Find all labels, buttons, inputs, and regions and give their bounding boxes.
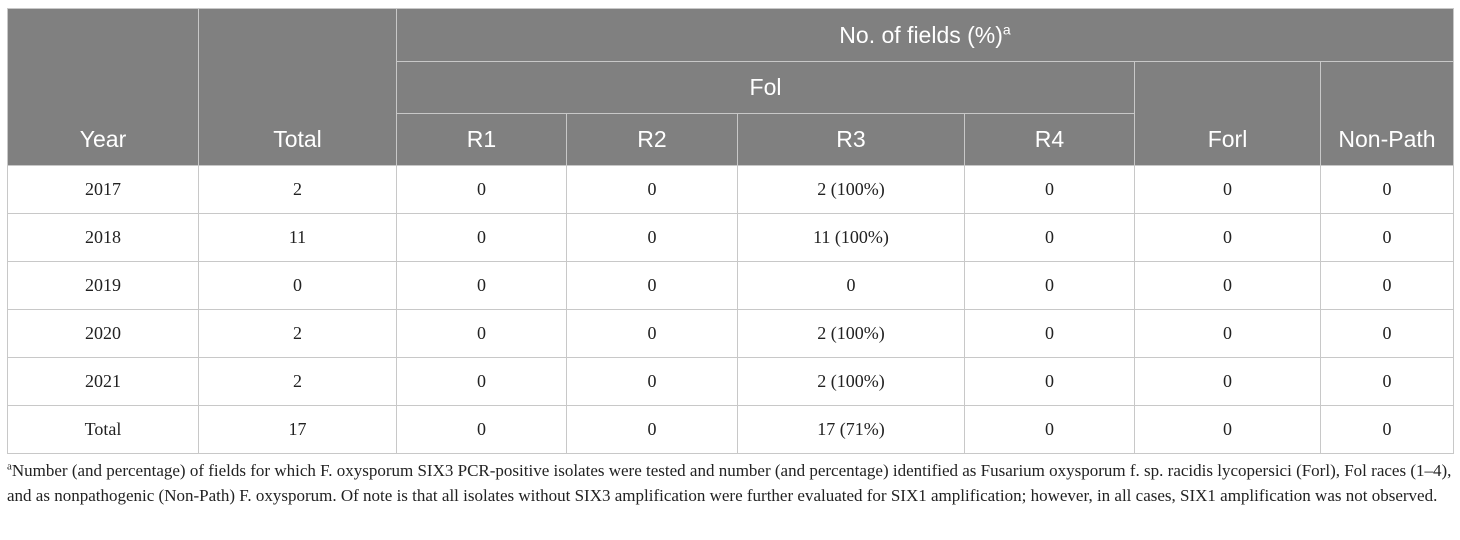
cell-total: 2 [198, 165, 397, 214]
table-row: 2020 2 0 0 2 (100%) 0 0 0 [7, 309, 1454, 358]
cell-total: 2 [198, 309, 397, 358]
cell-year: 2018 [7, 213, 199, 262]
cell-r4: 0 [964, 309, 1135, 358]
cell-forl: 0 [1134, 309, 1321, 358]
cell-r1: 0 [396, 357, 567, 406]
cell-r4: 0 [964, 405, 1135, 454]
cell-nonpath: 0 [1320, 165, 1454, 214]
cell-nonpath: 0 [1320, 309, 1454, 358]
table-row: 2021 2 0 0 2 (100%) 0 0 0 [7, 357, 1454, 406]
cell-year: 2021 [7, 357, 199, 406]
cell-total: 17 [198, 405, 397, 454]
table-row: 2019 0 0 0 0 0 0 0 [7, 261, 1454, 310]
cell-r3: 17 (71%) [737, 405, 965, 454]
cell-year: 2017 [7, 165, 199, 214]
cell-r3: 2 (100%) [737, 309, 965, 358]
header-footnote-marker: a [1002, 20, 1011, 37]
cell-r4: 0 [964, 165, 1135, 214]
cell-forl: 0 [1134, 357, 1321, 406]
header-fields-group-label: No. of fields (%) [839, 21, 1003, 48]
cell-year: 2020 [7, 309, 199, 358]
header-r2: R2 [566, 113, 738, 166]
header-forl: Forl [1134, 61, 1321, 166]
header-r3: R3 [737, 113, 965, 166]
cell-r1: 0 [396, 405, 567, 454]
table-row: 2018 11 0 0 11 (100%) 0 0 0 [7, 213, 1454, 262]
cell-nonpath: 0 [1320, 213, 1454, 262]
header-r1: R1 [396, 113, 567, 166]
cell-r4: 0 [964, 357, 1135, 406]
cell-year: 2019 [7, 261, 199, 310]
cell-nonpath: 0 [1320, 405, 1454, 454]
cell-r2: 0 [566, 261, 738, 310]
cell-total: 2 [198, 357, 397, 406]
cell-r2: 0 [566, 405, 738, 454]
cell-r1: 0 [396, 165, 567, 214]
cell-r2: 0 [566, 309, 738, 358]
table-footnote: aNumber (and percentage) of fields for w… [7, 459, 1453, 508]
table-row-total: Total 17 0 0 17 (71%) 0 0 0 [7, 405, 1454, 454]
cell-r1: 0 [396, 309, 567, 358]
cell-forl: 0 [1134, 261, 1321, 310]
cell-r1: 0 [396, 213, 567, 262]
cell-nonpath: 0 [1320, 261, 1454, 310]
cell-r3: 2 (100%) [737, 165, 965, 214]
header-year: Year [7, 8, 199, 166]
footnote-marker: a [7, 460, 12, 473]
table-row: 2017 2 0 0 2 (100%) 0 0 0 [7, 165, 1454, 214]
cell-nonpath: 0 [1320, 357, 1454, 406]
header-total: Total [198, 8, 397, 166]
cell-year: Total [7, 405, 199, 454]
cell-r2: 0 [566, 213, 738, 262]
header-nonpath: Non-Path [1320, 61, 1454, 166]
cell-forl: 0 [1134, 213, 1321, 262]
cell-forl: 0 [1134, 165, 1321, 214]
cell-r4: 0 [964, 213, 1135, 262]
cell-r4: 0 [964, 261, 1135, 310]
cell-r2: 0 [566, 165, 738, 214]
header-fields-group: No. of fields (%)a [396, 8, 1454, 62]
cell-r3: 0 [737, 261, 965, 310]
header-fol: Fol [396, 61, 1135, 114]
cell-r3: 11 (100%) [737, 213, 965, 262]
cell-r2: 0 [566, 357, 738, 406]
cell-total: 11 [198, 213, 397, 262]
footnote-text: Number (and percentage) of fields for wh… [7, 461, 1452, 505]
cell-total: 0 [198, 261, 397, 310]
results-table: Year Total No. of fields (%)a Fol Forl N… [7, 8, 1454, 454]
cell-r1: 0 [396, 261, 567, 310]
header-r4: R4 [964, 113, 1135, 166]
cell-forl: 0 [1134, 405, 1321, 454]
cell-r3: 2 (100%) [737, 357, 965, 406]
